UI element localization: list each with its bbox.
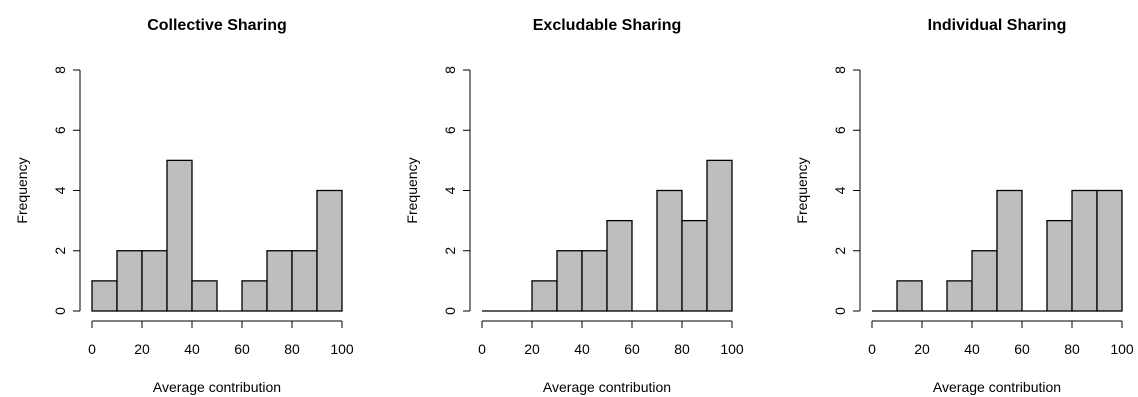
y-tick-label: 2 <box>52 247 68 255</box>
y-axis-label: Frequency <box>14 157 30 223</box>
histogram-bar <box>896 280 923 312</box>
histogram-bar <box>556 250 583 312</box>
x-axis-label: Average contribution <box>153 379 281 395</box>
x-axis-label: Average contribution <box>543 379 671 395</box>
histogram-bar <box>531 280 558 312</box>
x-tick-label: 100 <box>330 341 354 357</box>
chart-title: Individual Sharing <box>928 17 1067 34</box>
y-tick-label: 0 <box>442 307 458 315</box>
histogram-bar <box>116 250 143 312</box>
y-tick-label: 0 <box>832 307 848 315</box>
histogram-bar <box>946 280 973 312</box>
histogram-bar <box>606 219 633 312</box>
x-tick-label: 80 <box>1064 341 1080 357</box>
histogram-bar <box>291 250 318 312</box>
histogram-bar <box>141 250 168 312</box>
x-tick-label: 20 <box>134 341 150 357</box>
y-tick-label: 4 <box>52 186 68 194</box>
histogram-bar <box>191 280 218 312</box>
y-tick-label: 8 <box>52 66 68 74</box>
histogram-bar <box>681 219 708 312</box>
x-tick-label: 60 <box>234 341 250 357</box>
histogram-bar <box>1071 189 1098 312</box>
chart-title: Collective Sharing <box>147 17 287 34</box>
y-tick-label: 4 <box>442 186 458 194</box>
y-axis-label: Frequency <box>794 157 810 223</box>
x-tick-label: 40 <box>184 341 200 357</box>
histogram-panel-1: Collective Sharing 0 20 40 60 80 100 0 2 4 6 8 Avera… <box>14 17 354 395</box>
y-tick-label: 8 <box>832 66 848 74</box>
x-tick-label: 20 <box>914 341 930 357</box>
y-tick-label: 6 <box>442 126 458 134</box>
histogram-bar <box>706 159 733 312</box>
x-tick-label: 0 <box>478 341 486 357</box>
y-tick-label: 2 <box>442 247 458 255</box>
x-tick-label: 40 <box>574 341 590 357</box>
x-tick-label: 100 <box>1110 341 1134 357</box>
histogram-bar <box>971 250 998 312</box>
y-axis-label: Frequency <box>404 157 420 223</box>
x-tick-label: 20 <box>524 341 540 357</box>
histogram-bar <box>166 159 193 312</box>
chart-title: Excludable Sharing <box>533 17 681 34</box>
histogram-bar <box>91 280 118 312</box>
x-tick-label: 60 <box>624 341 640 357</box>
y-tick-label: 8 <box>442 66 458 74</box>
x-tick-label: 80 <box>284 341 300 357</box>
y-tick-label: 0 <box>52 307 68 315</box>
histogram-bar <box>656 189 683 312</box>
x-tick-label: 80 <box>674 341 690 357</box>
x-tick-label: 0 <box>88 341 96 357</box>
histogram-panel-2: Excludable Sharing 0 20 40 60 80 100 0 2 4 6 8 Avera… <box>404 17 744 395</box>
x-tick-label: 100 <box>720 341 744 357</box>
x-tick-label: 60 <box>1014 341 1030 357</box>
y-tick-label: 6 <box>52 126 68 134</box>
histogram-panel-3: Individual Sharing 0 20 40 60 80 100 0 2 4 6 8 Avera… <box>794 17 1134 395</box>
y-tick-label: 4 <box>832 186 848 194</box>
x-tick-label: 0 <box>868 341 876 357</box>
histogram-bar <box>996 189 1023 312</box>
histogram-bar <box>266 250 293 312</box>
y-tick-label: 6 <box>832 126 848 134</box>
x-tick-label: 40 <box>964 341 980 357</box>
histogram-bar <box>316 189 343 312</box>
histogram-bar <box>241 280 268 312</box>
histogram-bar <box>1096 189 1123 312</box>
y-tick-label: 2 <box>832 247 848 255</box>
x-axis-label: Average contribution <box>933 379 1061 395</box>
histogram-bar <box>1046 219 1073 312</box>
histogram-bar <box>581 250 608 312</box>
